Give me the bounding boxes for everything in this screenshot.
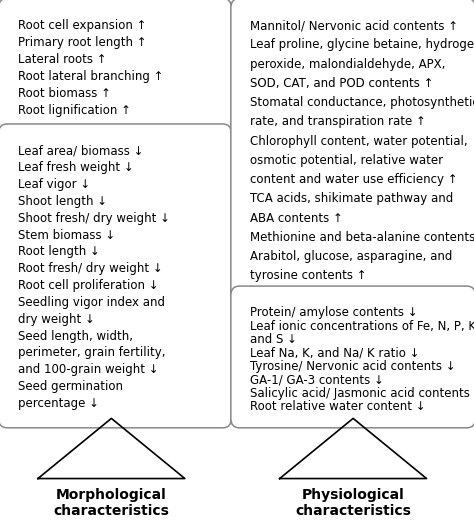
FancyBboxPatch shape xyxy=(0,0,231,135)
Text: Stomatal conductance, photosynthetic: Stomatal conductance, photosynthetic xyxy=(250,96,474,109)
Text: Chlorophyll content, water potential,: Chlorophyll content, water potential, xyxy=(250,134,467,147)
Text: Arabitol, glucose, asparagine, and: Arabitol, glucose, asparagine, and xyxy=(250,250,452,263)
Text: Physiological
characteristics: Physiological characteristics xyxy=(295,488,411,518)
Text: Leaf vigor ↓: Leaf vigor ↓ xyxy=(18,178,90,191)
Text: Mannitol/ Nervonic acid contents ↑: Mannitol/ Nervonic acid contents ↑ xyxy=(250,19,458,32)
Text: perimeter, grain fertility,: perimeter, grain fertility, xyxy=(18,346,165,359)
Text: percentage ↓: percentage ↓ xyxy=(18,397,99,410)
Text: Stem biomass ↓: Stem biomass ↓ xyxy=(18,229,115,242)
Text: Leaf fresh weight ↓: Leaf fresh weight ↓ xyxy=(18,161,133,174)
Text: ABA contents ↑: ABA contents ↑ xyxy=(250,212,343,224)
FancyBboxPatch shape xyxy=(0,124,231,428)
Text: Root cell proliferation ↓: Root cell proliferation ↓ xyxy=(18,279,158,292)
Text: Primary root length ↑: Primary root length ↑ xyxy=(18,36,146,49)
Text: Root relative water content ↓: Root relative water content ↓ xyxy=(250,400,426,413)
FancyBboxPatch shape xyxy=(231,0,474,302)
Text: Shoot fresh/ dry weight ↓: Shoot fresh/ dry weight ↓ xyxy=(18,212,170,225)
Text: Morphological
characteristics: Morphological characteristics xyxy=(54,488,169,518)
Text: Leaf area/ biomass ↓: Leaf area/ biomass ↓ xyxy=(18,144,143,157)
Text: Root fresh/ dry weight ↓: Root fresh/ dry weight ↓ xyxy=(18,263,162,275)
Text: and S ↓: and S ↓ xyxy=(250,333,297,346)
Text: Root cell expansion ↑: Root cell expansion ↑ xyxy=(18,19,146,32)
Text: rate, and transpiration rate ↑: rate, and transpiration rate ↑ xyxy=(250,116,426,128)
Text: Root biomass ↑: Root biomass ↑ xyxy=(18,87,110,100)
Text: content and water use efficiency ↑: content and water use efficiency ↑ xyxy=(250,173,457,186)
Text: tyrosine contents ↑: tyrosine contents ↑ xyxy=(250,269,366,282)
Text: Leaf ionic concentrations of Fe, N, P, K,: Leaf ionic concentrations of Fe, N, P, K… xyxy=(250,320,474,333)
Text: TCA acids, shikimate pathway and: TCA acids, shikimate pathway and xyxy=(250,192,453,206)
Text: and 100-grain weight ↓: and 100-grain weight ↓ xyxy=(18,363,158,377)
Text: Protein/ amylose contents ↓: Protein/ amylose contents ↓ xyxy=(250,306,418,319)
Text: osmotic potential, relative water: osmotic potential, relative water xyxy=(250,154,443,167)
Text: Seedling vigor index and: Seedling vigor index and xyxy=(18,296,164,309)
Text: Salicylic acid/ Jasmonic acid contents ↓: Salicylic acid/ Jasmonic acid contents ↓ xyxy=(250,386,474,400)
Text: Methionine and beta-alanine contents ↑: Methionine and beta-alanine contents ↑ xyxy=(250,231,474,244)
Text: dry weight ↓: dry weight ↓ xyxy=(18,313,94,326)
Text: SOD, CAT, and POD contents ↑: SOD, CAT, and POD contents ↑ xyxy=(250,77,433,90)
Text: Lateral roots ↑: Lateral roots ↑ xyxy=(18,53,106,66)
Text: Root length ↓: Root length ↓ xyxy=(18,245,100,258)
Text: Root lateral branching ↑: Root lateral branching ↑ xyxy=(18,70,163,83)
Text: Leaf proline, glycine betaine, hydrogen: Leaf proline, glycine betaine, hydrogen xyxy=(250,38,474,51)
Text: Root lignification ↑: Root lignification ↑ xyxy=(18,104,130,117)
Text: Leaf Na, K, and Na/ K ratio ↓: Leaf Na, K, and Na/ K ratio ↓ xyxy=(250,346,419,359)
Text: Seed length, width,: Seed length, width, xyxy=(18,329,133,343)
Text: Shoot length ↓: Shoot length ↓ xyxy=(18,195,107,208)
Text: peroxide, malondialdehyde, APX,: peroxide, malondialdehyde, APX, xyxy=(250,58,445,71)
FancyBboxPatch shape xyxy=(231,286,474,428)
Text: Tyrosine/ Nervonic acid contents ↓: Tyrosine/ Nervonic acid contents ↓ xyxy=(250,360,456,373)
Text: Seed germination: Seed germination xyxy=(18,380,123,393)
Text: GA-1/ GA-3 contents ↓: GA-1/ GA-3 contents ↓ xyxy=(250,373,383,386)
